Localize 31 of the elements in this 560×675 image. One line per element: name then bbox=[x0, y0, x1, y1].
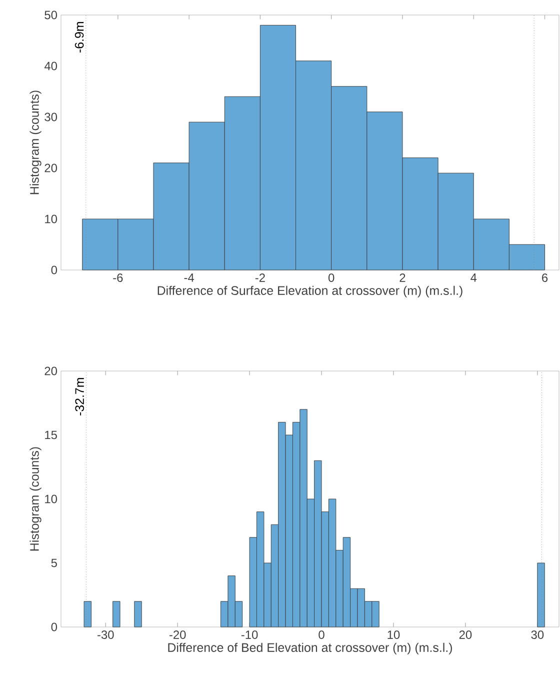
y-tick-label: 10 bbox=[45, 494, 58, 504]
x-tick-label: -20 bbox=[169, 630, 186, 639]
x-tick-label: 10 bbox=[388, 630, 400, 639]
y-tick-label: 20 bbox=[44, 366, 58, 376]
x-axis-title: Difference of Surface Elevation at crossover (m) (m.s.l.) bbox=[158, 286, 462, 298]
y-axis-title: Histogram (counts) bbox=[30, 447, 42, 551]
ref-line-label: -32.7m bbox=[75, 378, 84, 416]
y-tick-label: 40 bbox=[44, 62, 58, 70]
y-tick-label: 50 bbox=[44, 10, 58, 20]
x-tick-label: -4 bbox=[184, 274, 194, 282]
x-tick-label: -6 bbox=[113, 274, 123, 282]
x-axis-title: Difference of Bed Elevation at crossover (m) (m.s.l.) bbox=[168, 642, 452, 654]
x-tick-label: 2 bbox=[400, 274, 406, 282]
y-axis-title: Histogram (counts) bbox=[30, 90, 42, 194]
x-tick-label: -2 bbox=[255, 274, 265, 282]
y-tick-label: 20 bbox=[44, 164, 58, 172]
ref-line-label: -6.9m bbox=[74, 22, 84, 52]
y-tick-label: 0 bbox=[51, 622, 58, 632]
y-tick-label: 0 bbox=[51, 266, 58, 274]
x-tick-label: 4 bbox=[470, 274, 477, 282]
y-tick-label: 15 bbox=[45, 430, 57, 440]
y-tick-label: 5 bbox=[51, 558, 57, 568]
x-tick-label: 6 bbox=[542, 274, 548, 282]
x-tick-label: -30 bbox=[98, 630, 114, 639]
x-tick-label: 20 bbox=[459, 630, 472, 639]
y-tick-label: 30 bbox=[44, 112, 58, 122]
x-tick-label: -10 bbox=[241, 630, 258, 639]
x-tick-label: 30 bbox=[531, 630, 544, 639]
x-tick-label: 0 bbox=[328, 274, 334, 282]
x-tick-label: 0 bbox=[318, 630, 324, 639]
y-tick-label: 10 bbox=[45, 214, 58, 224]
